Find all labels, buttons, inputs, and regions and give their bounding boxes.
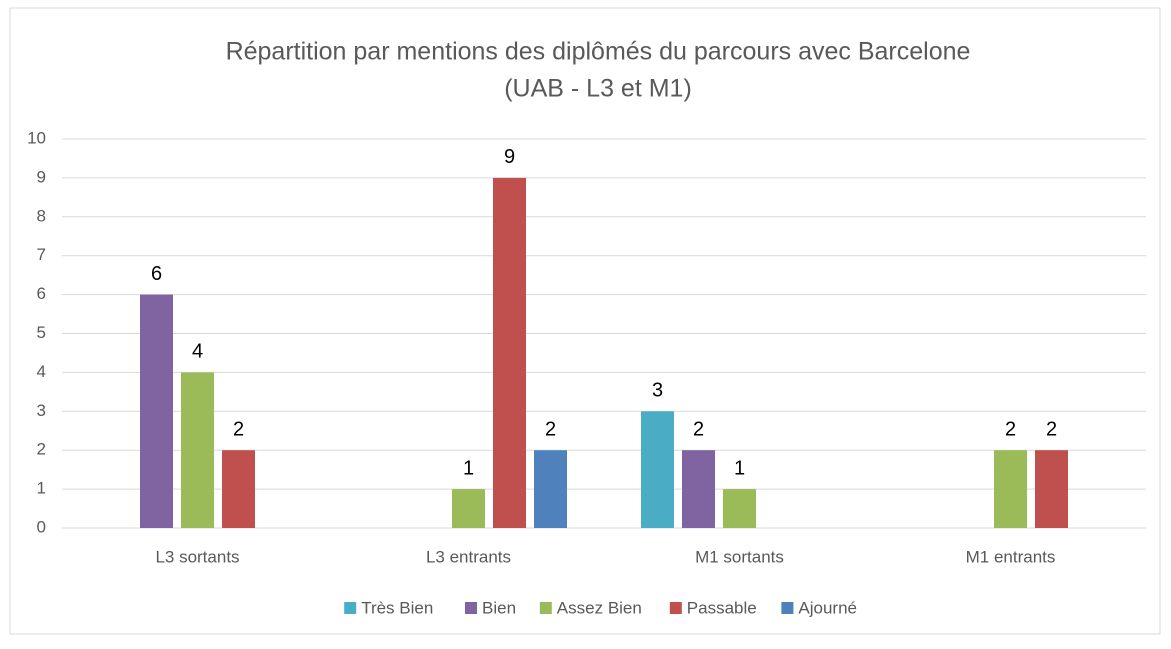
bar <box>682 450 715 528</box>
y-tick-label: 1 <box>37 479 46 498</box>
chart-title: Répartition par mentions des diplômés du… <box>226 38 971 66</box>
data-label: 2 <box>1046 418 1057 440</box>
data-label: 1 <box>463 457 474 479</box>
x-tick-label: L3 sortants <box>155 547 239 566</box>
data-label: 9 <box>504 146 515 168</box>
bar <box>140 294 173 528</box>
bar <box>723 489 756 528</box>
data-label: 2 <box>545 418 556 440</box>
y-tick-label: 2 <box>37 440 46 459</box>
legend-swatch <box>781 602 794 614</box>
bar <box>222 450 255 528</box>
data-label: 3 <box>652 380 663 402</box>
chart-title: (UAB - L3 et M1) <box>504 75 692 103</box>
y-tick-label: 4 <box>37 362 46 381</box>
y-tick-label: 10 <box>27 128 46 147</box>
y-tick-label: 5 <box>37 323 46 342</box>
chart-border <box>9 7 1161 635</box>
bar <box>1035 450 1068 528</box>
legend-label: Passable <box>687 598 757 617</box>
y-tick-label: 7 <box>37 245 46 264</box>
bar <box>641 411 674 528</box>
bar <box>452 489 485 528</box>
data-label: 6 <box>151 263 162 285</box>
bar <box>534 450 567 528</box>
y-tick-label: 6 <box>37 284 46 303</box>
legend-swatch <box>539 602 552 614</box>
data-label: 2 <box>693 418 704 440</box>
y-tick-label: 9 <box>37 167 46 186</box>
legend-label: Bien <box>482 598 516 617</box>
y-tick-label: 8 <box>37 206 46 225</box>
legend-swatch <box>669 602 682 614</box>
x-tick-label: M1 entrants <box>966 547 1056 566</box>
y-tick-label: 3 <box>37 401 46 420</box>
legend-swatch <box>344 602 357 614</box>
x-tick-label: M1 sortants <box>695 547 784 566</box>
legend-label: Ajourné <box>798 598 857 617</box>
data-label: 2 <box>233 418 244 440</box>
legend-label: Très Bien <box>361 598 433 617</box>
legend-swatch <box>465 602 477 614</box>
data-label: 2 <box>1005 418 1016 440</box>
bar <box>493 177 526 528</box>
bar <box>181 372 214 528</box>
data-label: 4 <box>192 341 203 363</box>
legend-label: Assez Bien <box>557 598 642 617</box>
bar <box>994 450 1027 528</box>
y-tick-label: 0 <box>37 517 46 536</box>
data-label: 1 <box>734 457 745 479</box>
x-tick-label: L3 entrants <box>426 547 511 566</box>
